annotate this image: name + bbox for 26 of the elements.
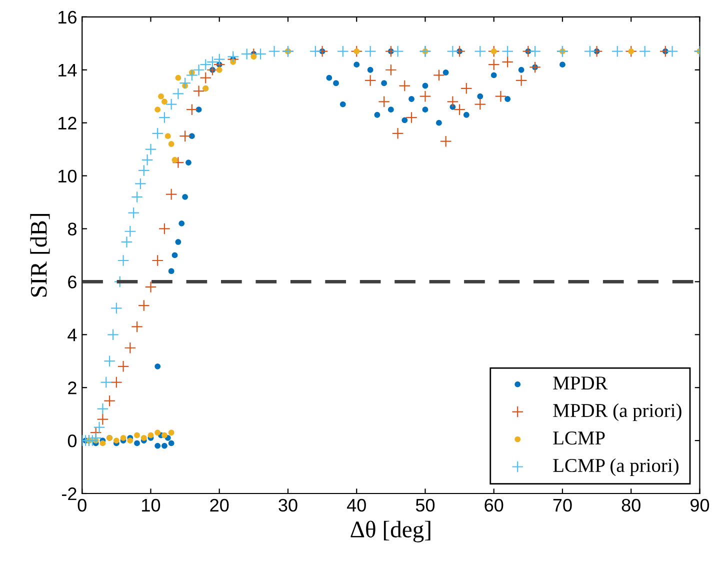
x-tick-label: 50 [416, 498, 435, 512]
x-tick-label: 0 [78, 498, 86, 512]
x-tick-label: 90 [690, 498, 710, 512]
x-tick-label: 10 [142, 498, 160, 512]
y-tick-label: 0 [68, 434, 77, 448]
x-tick-label: 20 [210, 498, 229, 512]
x-tick-label: 40 [346, 498, 366, 512]
x-tick-label: 70 [553, 498, 572, 512]
y-tick-label: 6 [68, 276, 76, 288]
y-tick-label: 16 [58, 10, 76, 24]
y-tick-label: 14 [58, 64, 77, 76]
x-tick-label: 30 [278, 498, 298, 512]
y-axis-title: SIR [dB] [30, 214, 50, 297]
y-tick-label: 2 [68, 382, 76, 394]
legend-label: LCMP (a priori) [553, 458, 678, 476]
legend-label: MPDR [553, 376, 608, 390]
y-tick-label: 4 [68, 328, 77, 342]
x-axis-title: Δθ [deg] [350, 520, 430, 542]
x-tick-label: 80 [622, 498, 640, 512]
legend-label: LCMP [553, 432, 605, 445]
legend-label: MPDR (a priori) [553, 403, 682, 422]
y-tick-label: 10 [58, 170, 77, 182]
y-tick-label: 8 [68, 222, 76, 236]
y-tick-label: 12 [58, 116, 76, 130]
x-tick-label: 60 [484, 498, 504, 512]
y-tick-label: -2 [62, 487, 76, 500]
